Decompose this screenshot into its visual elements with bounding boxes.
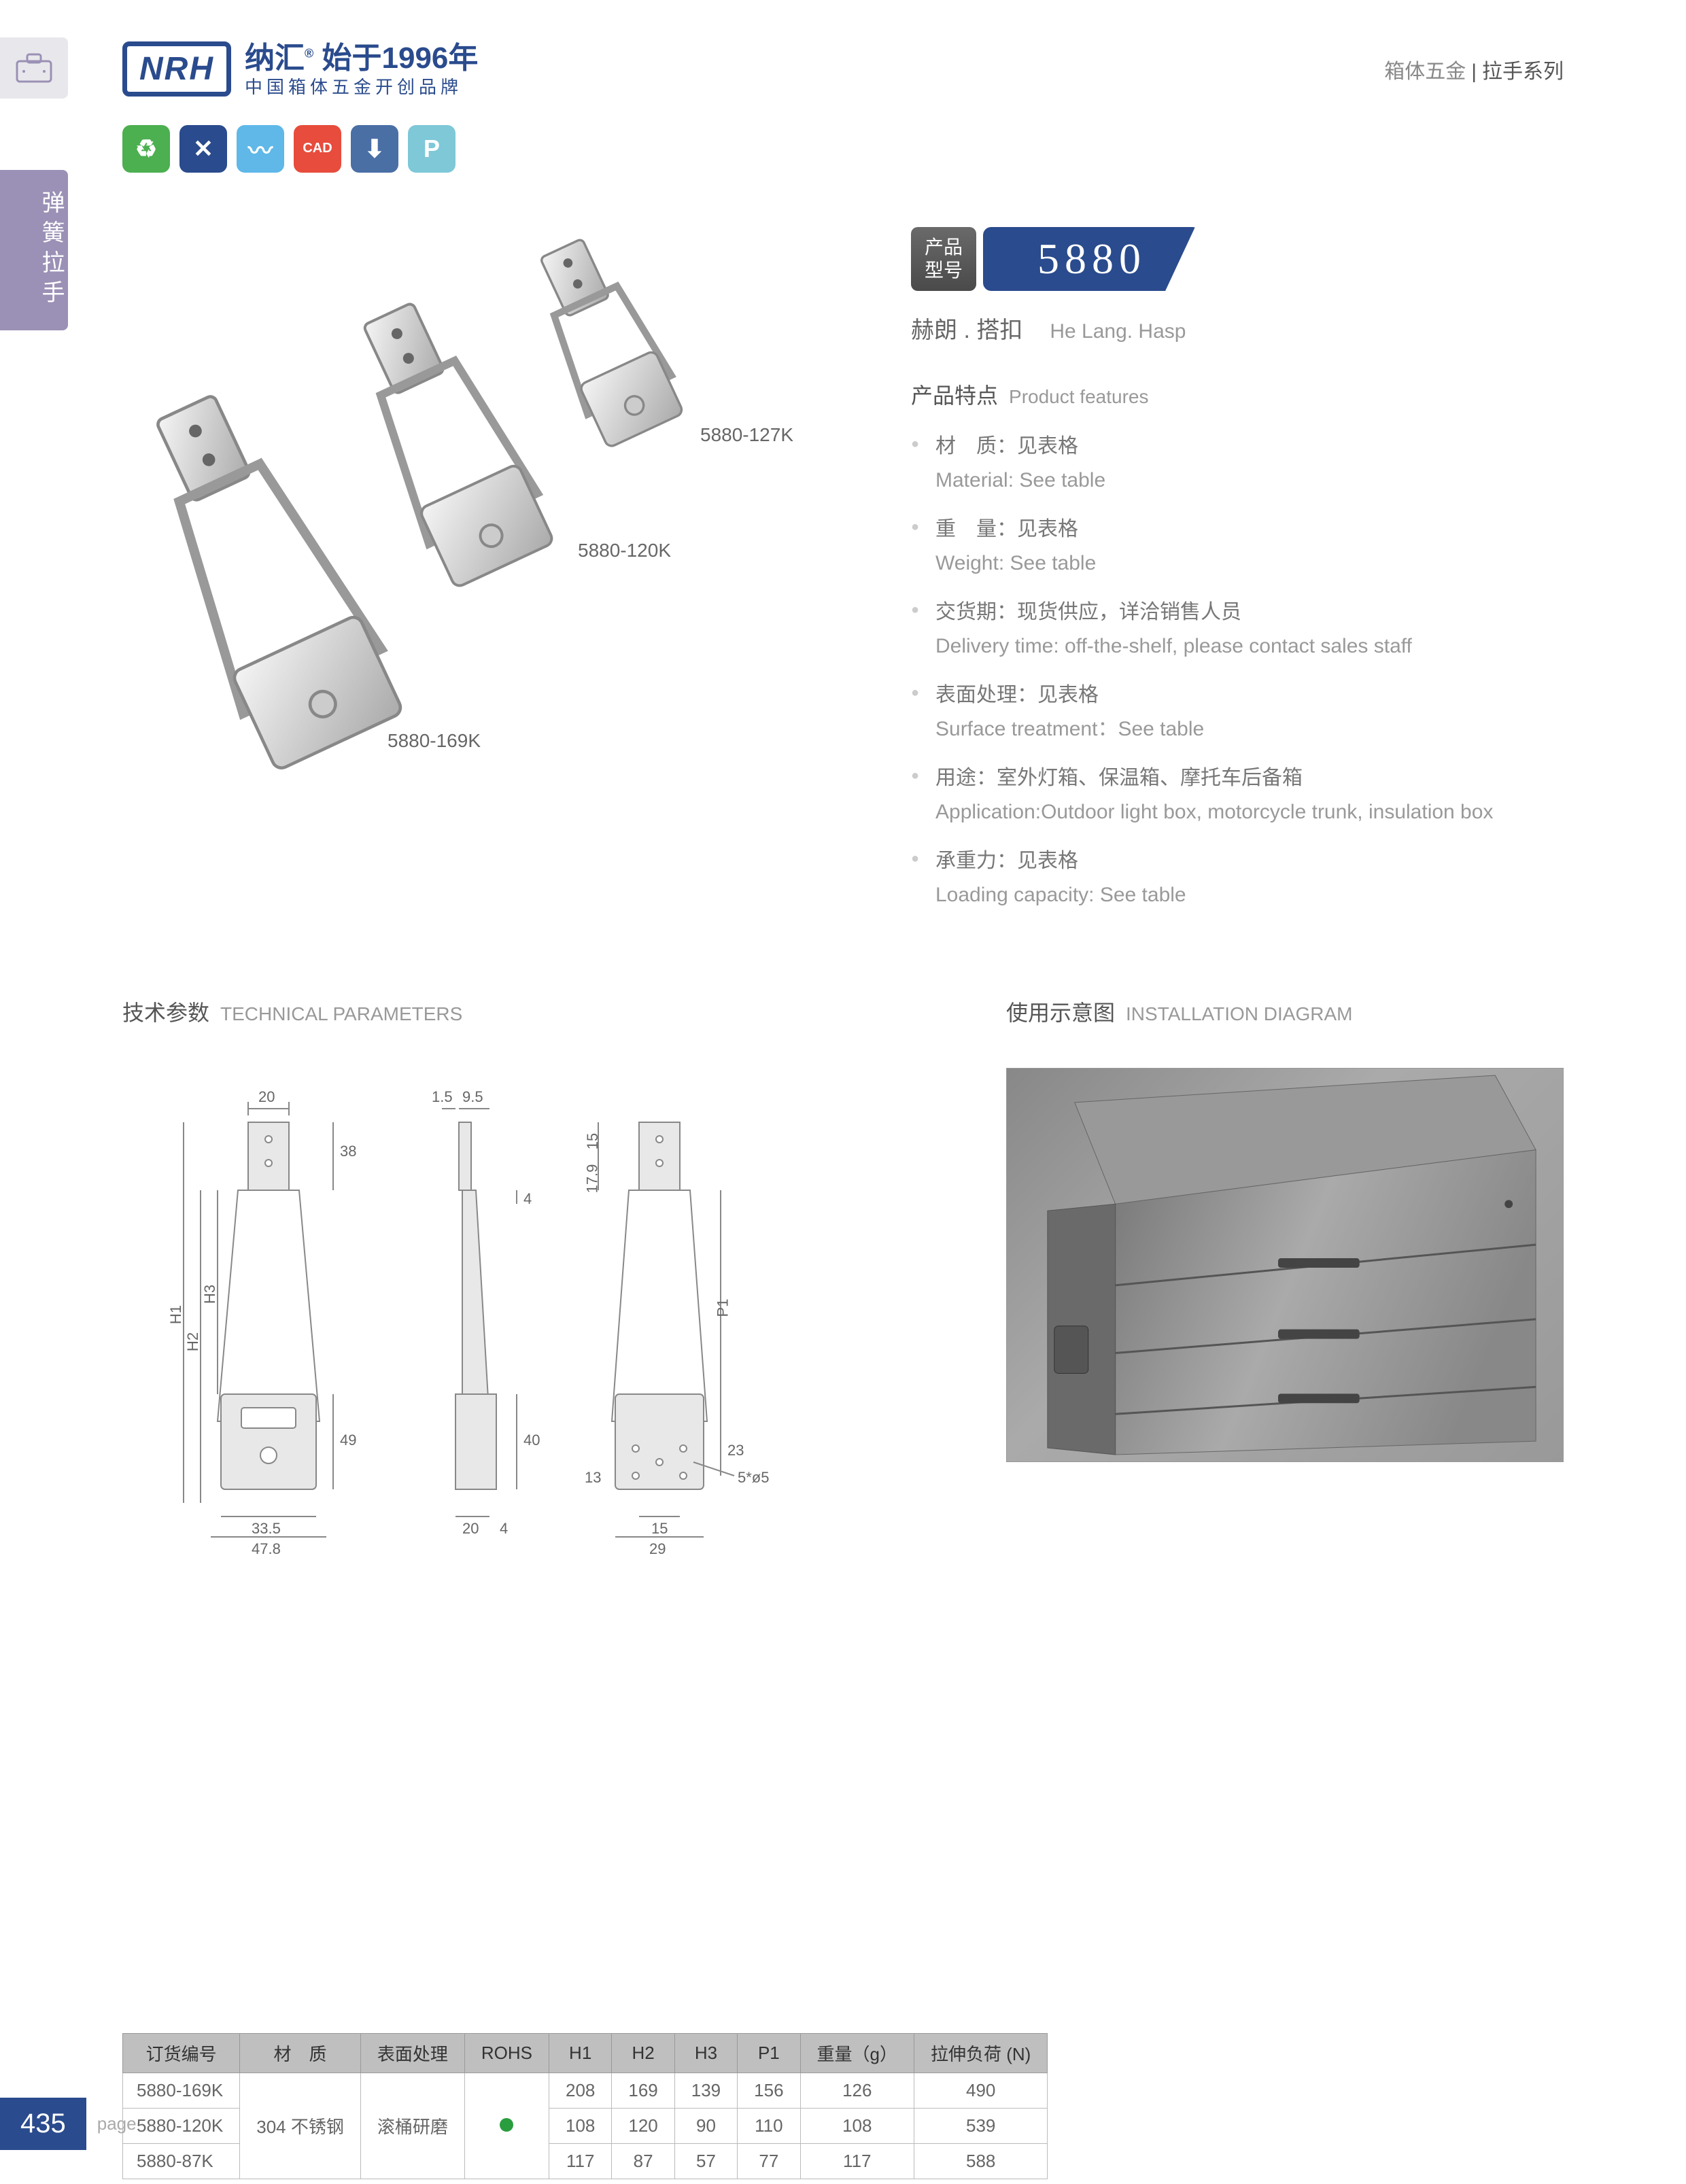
table-header: H2 (612, 2033, 674, 2073)
table-header: P1 (738, 2033, 800, 2073)
features-title: 产品特点Product features (911, 379, 1564, 410)
features-list: 材 质：见表格Material: See table 重 量：见表格Weight:… (911, 430, 1564, 912)
logo-block: NRH 纳汇® 始于1996年 中国箱体五金开创品牌 (122, 41, 478, 98)
feature-item: 表面处理：见表格Surface treatment：See table (911, 679, 1564, 746)
table-header: ROHS (464, 2033, 549, 2073)
feature-icon: 〰 (237, 125, 284, 173)
tech-title: 技术参数TECHNICAL PARAMETERS (122, 996, 938, 1027)
table-header: H3 (674, 2033, 737, 2073)
feature-item: 用途：室外灯箱、保温箱、摩托车后备箱Application:Outdoor li… (911, 762, 1564, 829)
icon-row: ♻✕〰CAD⬇P (122, 125, 1564, 173)
page-label: page (97, 2113, 137, 2134)
model-number: 5880 (983, 227, 1201, 291)
table-header: 重量（g） (800, 2033, 914, 2073)
brand-cn: 纳汇® 始于1996年 (245, 41, 478, 77)
table-header: H1 (549, 2033, 611, 2073)
page-number: 435 (0, 2098, 86, 2150)
feature-icon: ⬇ (351, 125, 398, 173)
feature-icon: ♻ (122, 125, 170, 173)
logo: NRH (122, 41, 231, 97)
feature-icon: ✕ (179, 125, 227, 173)
product-name: 赫朗 . 搭扣He Lang. Hasp (911, 311, 1564, 345)
install-title: 使用示意图INSTALLATION DIAGRAM (1006, 996, 1564, 1027)
brand-sub: 中国箱体五金开创品牌 (245, 77, 478, 98)
model-label: 产品型号 (911, 227, 976, 291)
spec-table: 订货编号材 质表面处理ROHSH1H2H3P1重量（g）拉伸负荷 (N)5880… (122, 2033, 1048, 2179)
feature-item: 交货期：现货供应，详洽销售人员Delivery time: off-the-sh… (911, 596, 1564, 663)
header: NRH 纳汇® 始于1996年 中国箱体五金开创品牌 箱体五金|拉手系列 (122, 41, 1564, 98)
rohs-dot (500, 2118, 513, 2132)
header-category: 箱体五金|拉手系列 (1384, 54, 1564, 84)
hasp-label-c: 5880-169K (388, 730, 481, 752)
tech-diagram: 20 1.5 9.5 38 4 15 17.9 H1 H2 H3 P1 49 4… (122, 1068, 938, 1612)
side-tab: 弹簧拉手 (0, 170, 68, 330)
side-icon (0, 37, 68, 99)
feature-icon: CAD (294, 125, 341, 173)
hasp-label-b: 5880-120K (578, 540, 671, 561)
feature-item: 承重力：见表格Loading capacity: See table (911, 845, 1564, 912)
product-images: 5880-127K 5880-120K 5880-169K (122, 227, 870, 757)
feature-icon: P (408, 125, 455, 173)
hasp-image-c (95, 390, 435, 771)
install-image (1006, 1068, 1564, 1462)
table-header: 表面处理 (360, 2033, 464, 2073)
feature-item: 重 量：见表格Weight: See table (911, 513, 1564, 580)
hasp-label-a: 5880-127K (700, 424, 793, 446)
footer: 435 page (0, 2098, 137, 2150)
model-block: 产品型号 5880 (911, 227, 1564, 291)
table-header: 材 质 (240, 2033, 361, 2073)
table-row: 5880-169K304 不锈钢滚桶研磨208169139156126490 (123, 2073, 1048, 2108)
feature-item: 材 质：见表格Material: See table (911, 430, 1564, 497)
table-header: 拉伸负荷 (N) (914, 2033, 1048, 2073)
table-header: 订货编号 (123, 2033, 240, 2073)
